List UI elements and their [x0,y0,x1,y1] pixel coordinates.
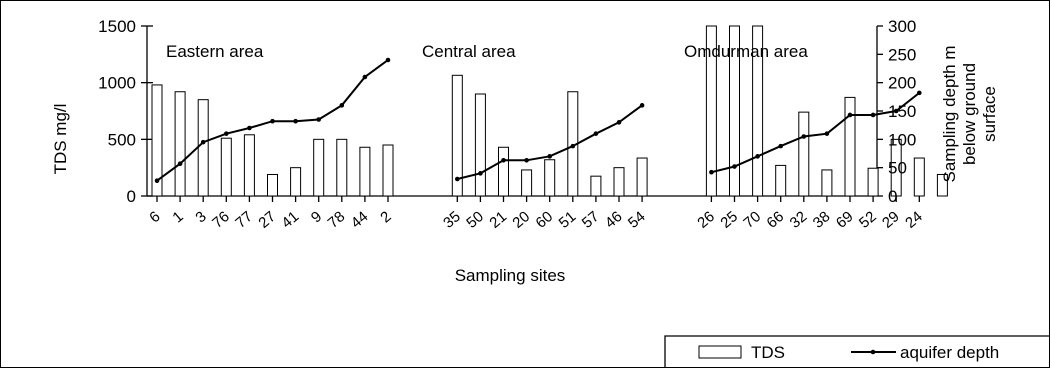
right-y-axis-title-line-1: Sampling depth m [940,45,959,182]
depth-line [156,59,389,182]
x-tick-label: 52 [856,208,880,232]
tds-bar [197,99,209,197]
x-tick-label: 27 [255,208,279,232]
tds-bars [151,25,948,197]
depth-line [711,92,920,174]
x-tick-label: 54 [625,208,649,232]
x-tick-label: 70 [740,208,764,232]
legend-depth-label: aquifer depth [900,343,999,362]
right-y-axis-title: Sampling depth m below ground surface [940,45,999,182]
right-y-axis-title-line-3: surface [980,86,999,142]
right-y-tick-label: 300 [888,17,916,36]
tds-bar [775,164,787,197]
tds-bar [359,146,371,197]
right-y-tick-label: 200 [888,74,916,93]
x-tick-label: 32 [787,208,811,232]
x-tick-label: 69 [833,208,857,232]
x-tick-label: 6 [146,208,163,226]
tds-bar [474,93,486,197]
x-tick-label: 24 [902,208,926,232]
x-tick-label: 77 [232,208,256,232]
x-tick-label: 46 [602,208,626,232]
right-y-tick-label: 100 [888,130,916,149]
area-label: Omdurman area [684,42,808,61]
x-tick-label: 9 [308,208,325,226]
x-tick-label: 66 [764,208,788,232]
tds-bar [752,25,764,197]
tds-bar [336,138,348,197]
x-tick-label: 26 [694,208,718,232]
x-tick-label: 35 [440,208,464,232]
tds-bar [913,157,925,197]
legend-border [664,335,1049,367]
tds-bar [382,144,394,197]
left-y-tick-label: 500 [108,130,136,149]
tds-bar [544,159,556,197]
tds-bar [290,167,302,197]
tds-bar [243,134,255,197]
x-tick-label: 44 [348,208,372,232]
right-y-tick-label: 50 [888,159,907,178]
area-label: Eastern area [166,42,264,61]
area-label: Central area [422,42,516,61]
right-y-tick-label: 150 [888,102,916,121]
tds-bar [590,175,602,197]
left-y-tick-label: 1000 [98,74,136,93]
x-tick-label: 29 [879,208,903,232]
x-tick-label: 60 [533,208,557,232]
x-axis-title: Sampling sites [455,266,566,285]
tds-bar [313,138,325,197]
tds-bar [613,167,625,197]
x-tick-label: 41 [278,208,302,232]
depth-line [457,104,643,180]
tds-bar [174,91,186,197]
x-tick-label: 38 [810,208,834,232]
x-tick-label: 50 [463,208,487,232]
tds-bar [220,137,232,197]
tds-bar [729,25,740,197]
tds-bar [821,169,833,197]
tds-bar [636,157,648,197]
x-tick-label: 21 [486,208,510,232]
x-tick-label: 20 [509,208,533,232]
tds-bar [867,167,879,197]
x-tick-label: 57 [579,208,603,232]
x-tick-label: 2 [377,208,394,226]
tds-bar [267,173,278,197]
left-y-axis-title: TDS mg/l [51,104,70,175]
tds-bar [498,146,509,197]
right-y-tick-label: 0 [888,187,897,206]
left-y-tick-label: 1500 [98,17,136,36]
depth-lines [154,57,922,183]
x-tick-label: 76 [209,208,233,232]
tds-bar [451,74,463,197]
right-y-tick-label: 250 [888,45,916,64]
x-tick-label: 3 [192,208,209,226]
tds-bar [890,138,902,197]
tds-bar [705,25,717,197]
x-tick-label: 78 [325,208,349,232]
x-tick-label: 51 [556,208,580,232]
left-y-tick-label: 0 [127,187,136,206]
x-tick-label: 1 [169,208,186,226]
tds-bar [521,169,533,197]
legend-tds-swatch [698,345,742,359]
legend-tds-label: TDS [751,343,785,362]
legend-depth-marker [870,349,876,355]
tds-bar [151,84,163,197]
tds-bar [844,96,856,197]
tds-bar [936,173,948,197]
right-y-axis-title-line-2: below ground [960,63,979,165]
tds-bar [798,111,810,197]
legend: TDS aquifer depth [664,335,1049,367]
x-tick-label: 25 [717,208,741,232]
